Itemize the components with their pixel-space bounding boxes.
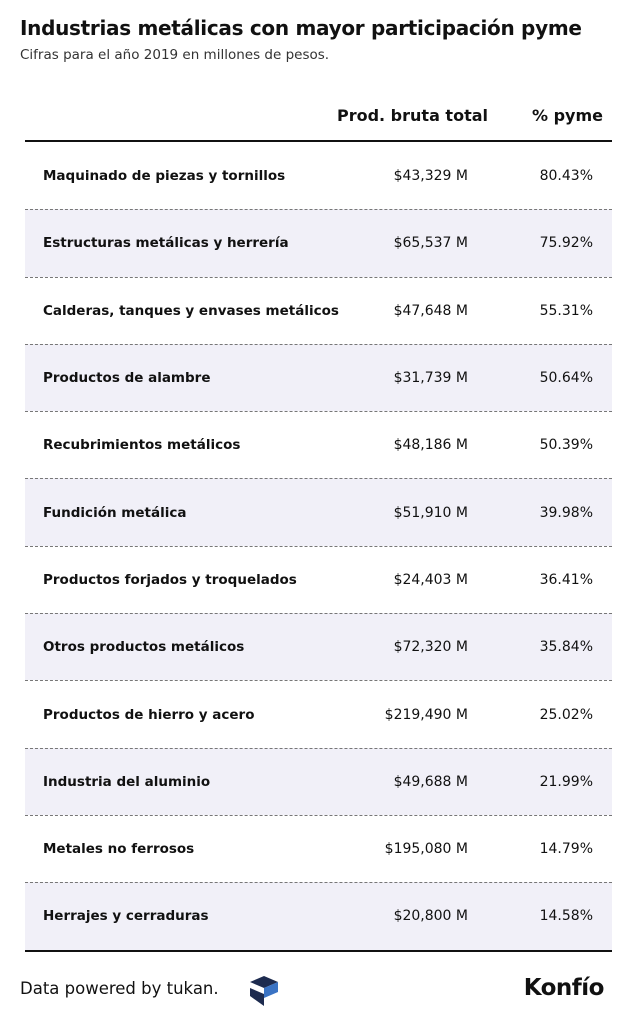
industry-name: Productos de alambre	[43, 370, 211, 387]
industry-name: Productos forjados y troquelados	[43, 571, 297, 588]
sme-share: 75.92%	[539, 235, 593, 252]
table: Maquinado de piezas y tornillos $43,329 M…	[25, 140, 612, 952]
gross-production: $65,537 M	[393, 235, 468, 252]
table-row: Industria del aluminio $49,688 M 21.99%	[25, 747, 612, 815]
brand-logo: Konfío	[523, 975, 605, 1001]
column-header: % pyme	[531, 106, 603, 125]
gross-production: $24,403 M	[393, 571, 468, 588]
table-header: Prod. bruta total % pyme	[25, 104, 612, 140]
gross-production: $72,320 M	[393, 639, 468, 656]
subtitle: Cifras para el año 2019 en millones de p…	[20, 47, 330, 63]
table-row: Maquinado de piezas y tornillos $43,329 M…	[25, 142, 612, 209]
sme-share: 25.02%	[539, 706, 593, 723]
sme-share: 14.79%	[539, 841, 593, 858]
sme-share: 21.99%	[539, 773, 593, 790]
industry-name: Estructuras metálicas y herrería	[43, 235, 289, 252]
table-row: Productos de alambre $31,739 M 50.64%	[25, 343, 612, 412]
gross-production: $20,800 M	[393, 908, 468, 925]
industry-name: Industria del aluminio	[43, 773, 211, 790]
gross-production: $219,490 M	[384, 706, 468, 723]
gross-production: $195,080 M	[384, 841, 468, 858]
gross-production: $31,739 M	[393, 370, 468, 387]
industry-name: Fundición metálica	[43, 504, 187, 521]
gross-production: $49,688 M	[393, 773, 468, 790]
industry-name: Calderas, tanques y envases metálicos	[43, 302, 339, 319]
credit: Data powered by tukan.	[20, 979, 219, 998]
sme-share: 14.58%	[539, 908, 593, 925]
table-row: Calderas, tanques y envases metálicos $47…	[25, 276, 612, 344]
gross-production: $43,329 M	[393, 167, 468, 184]
sme-share: 36.41%	[539, 571, 593, 588]
table-row: Productos de hierro y acero $219,490 M 25.…	[25, 680, 612, 747]
industry-name: Productos de hierro y acero	[43, 706, 255, 723]
sme-share: 50.64%	[539, 370, 593, 387]
tukan-logo	[250, 976, 278, 1006]
table-row: Fundición metálica $51,910 M 39.98%	[25, 478, 612, 546]
industry-name: Herrajes y cerraduras	[43, 908, 209, 925]
table-row: Recubrimientos metálicos $48,186 M 50.39%	[25, 411, 612, 478]
sme-share: 80.43%	[539, 167, 593, 184]
column-header: Prod. bruta total	[336, 106, 488, 125]
gross-production: $47,648 M	[393, 302, 468, 319]
industry-name: Recubrimientos metálicos	[43, 437, 241, 454]
table-row: Estructuras metálicas y herrería $65,537 …	[25, 209, 612, 277]
table-row: Productos forjados y troquelados $24,403 …	[25, 545, 612, 613]
title: Industrias metálicas con mayor participa…	[20, 16, 582, 40]
table-row: Herrajes y cerraduras $20,800 M 14.58%	[25, 882, 612, 950]
sme-share: 35.84%	[539, 639, 593, 656]
table-row: Metales no ferrosos $195,080 M 14.79%	[25, 814, 612, 882]
industry-name: Otros productos metálicos	[43, 639, 245, 656]
industry-name: Maquinado de piezas y tornillos	[43, 167, 286, 184]
sme-share: 55.31%	[539, 302, 593, 319]
industry-name: Metales no ferrosos	[43, 841, 195, 858]
gross-production: $48,186 M	[393, 437, 468, 454]
sme-share: 50.39%	[539, 437, 593, 454]
sme-share: 39.98%	[539, 504, 593, 521]
gross-production: $51,910 M	[393, 504, 468, 521]
table-row: Otros productos metálicos $72,320 M 35.84%	[25, 613, 612, 681]
